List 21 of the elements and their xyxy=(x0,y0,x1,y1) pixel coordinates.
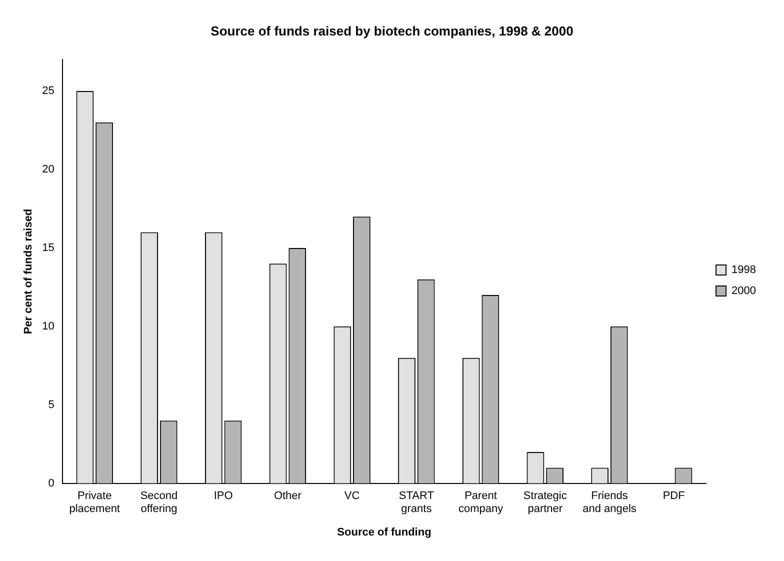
x-tick-label: Strategic partner xyxy=(523,490,568,516)
x-tick-label: START grants xyxy=(398,490,434,516)
x-tick-label: Friends and angels xyxy=(582,490,637,516)
x-tick-label: Parent company xyxy=(458,490,504,516)
x-tick-label: VC xyxy=(344,490,360,502)
y-tick-label: 10 xyxy=(42,320,54,332)
x-tick-label: Private placement xyxy=(69,490,120,516)
x-tick-label: Other xyxy=(274,490,302,502)
y-tick-label: 0 xyxy=(48,477,54,490)
y-tick-label: 25 xyxy=(42,85,54,98)
y-tick-label: 15 xyxy=(42,242,54,254)
legend-label: 2000 xyxy=(732,285,756,298)
legend-label: 1998 xyxy=(732,264,756,276)
chart-title: Source of funds raised by biotech companies, 1998 & 2000 xyxy=(210,23,574,38)
y-axis-title: Per cent of funds raised xyxy=(22,208,35,334)
x-tick-label: PDF xyxy=(662,490,686,502)
x-tick-label: Second offering xyxy=(140,490,178,516)
x-axis-title: Source of funding xyxy=(337,526,432,538)
y-tick-label: 5 xyxy=(48,398,54,411)
x-tick-label: IPO xyxy=(214,490,234,502)
y-tick-label: 20 xyxy=(42,164,54,176)
